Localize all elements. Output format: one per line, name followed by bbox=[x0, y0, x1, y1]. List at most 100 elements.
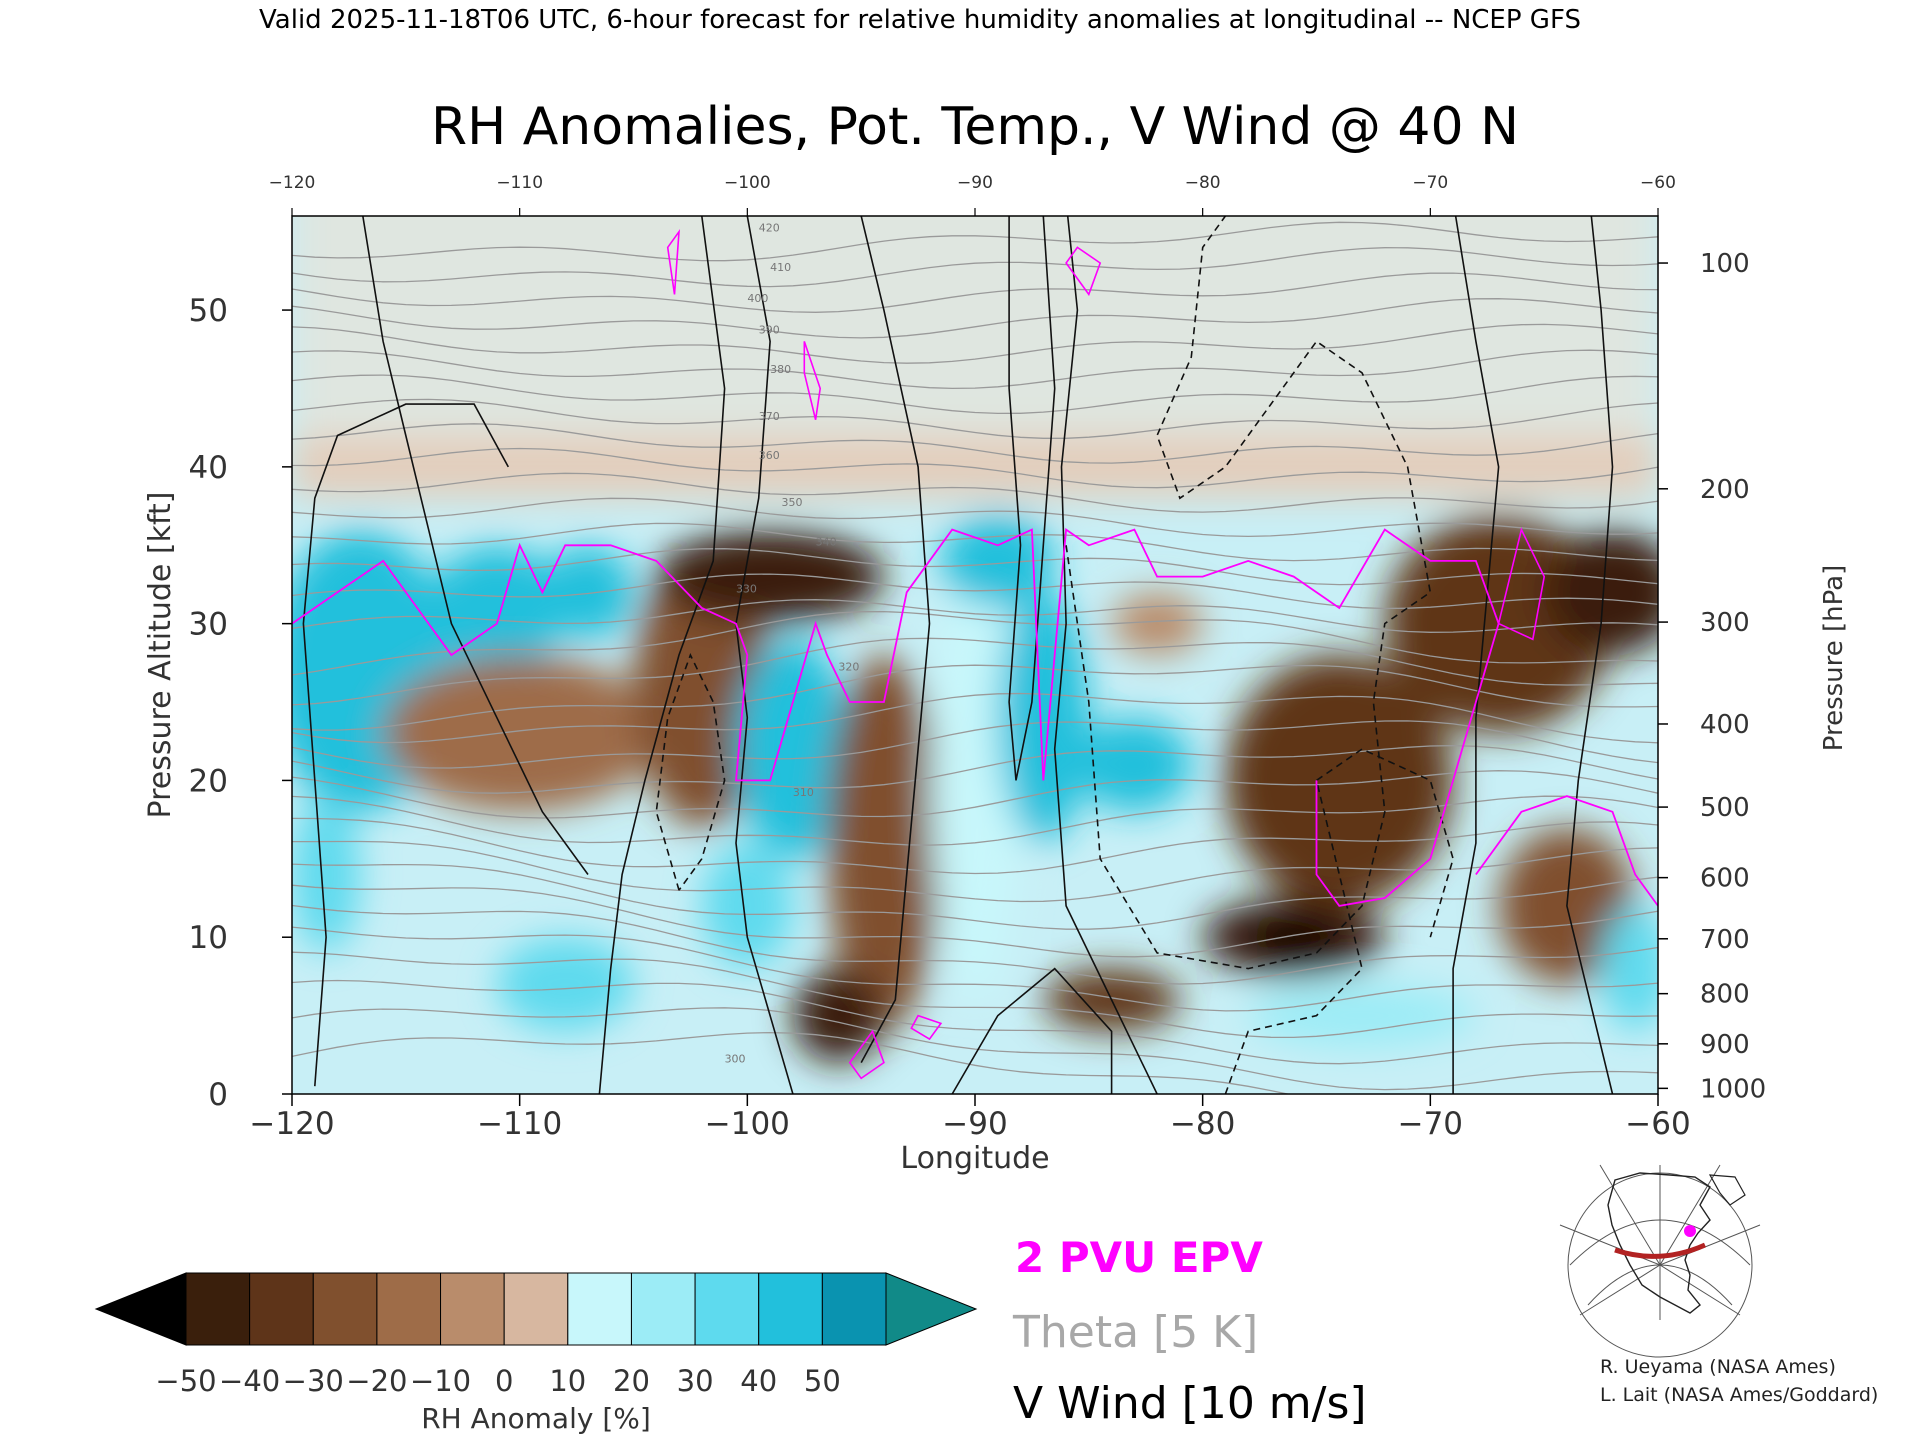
rh-anomaly-blob bbox=[383, 655, 657, 812]
v-wind-contour bbox=[1566, 216, 1614, 1094]
colorbar-swatch bbox=[821, 1272, 887, 1346]
theta-contour bbox=[292, 904, 1658, 985]
theta-contour bbox=[292, 221, 1658, 262]
pressure-tick-label: 100 bbox=[1700, 249, 1750, 279]
rh-anomaly-blob bbox=[292, 796, 361, 953]
colorbar-tick-label: 0 bbox=[495, 1364, 513, 1398]
valid-time-header: Valid 2025-11-18T06 UTC, 6-hour forecast… bbox=[259, 5, 1581, 35]
theta-contour bbox=[292, 884, 1658, 958]
rh-anomaly-blob bbox=[656, 529, 884, 624]
y-axis-label: Pressure Altitude [kft] bbox=[143, 492, 178, 819]
pressure-tick-label: 300 bbox=[1700, 608, 1750, 638]
legend-epv: 2 PVU EPV bbox=[1015, 1233, 1263, 1282]
x-axis-label: Longitude bbox=[900, 1141, 1049, 1176]
rh-anomaly-blob bbox=[1601, 905, 1658, 1032]
epv-contour-island bbox=[848, 1029, 885, 1080]
v-wind-contour-negative bbox=[655, 652, 726, 891]
rh-anomaly-blob bbox=[940, 513, 1055, 608]
v-wind-contour bbox=[1053, 216, 1158, 1094]
theta-contour-label: 320 bbox=[838, 661, 859, 674]
legend-vwind: V Wind [10 m/s] bbox=[1013, 1378, 1367, 1429]
pressure-tick-label: 600 bbox=[1700, 864, 1750, 894]
colorbar-tick-label: 50 bbox=[804, 1364, 841, 1398]
rh-anomaly-blob bbox=[997, 592, 1089, 844]
v-wind-contour bbox=[860, 216, 931, 1063]
theta-contour bbox=[292, 423, 1658, 464]
v-wind-contour bbox=[362, 216, 589, 875]
theta-contour bbox=[292, 599, 1658, 633]
theta-contour-labels: 300 310 320 330 340 350 360 370 380 390 400 410 420 bbox=[725, 222, 860, 1066]
theta-contour-label: 420 bbox=[759, 222, 780, 235]
rh-anomaly-blob bbox=[1225, 655, 1454, 906]
theta-contour bbox=[292, 374, 1658, 415]
y-tick-label: 40 bbox=[189, 450, 228, 486]
epv-contour-island bbox=[803, 341, 822, 420]
cross-section-line bbox=[1614, 1242, 1707, 1259]
theta-contour-label: 330 bbox=[736, 582, 757, 595]
inset-locator-map bbox=[1559, 1164, 1761, 1358]
epv-contour-island bbox=[910, 1014, 943, 1041]
rh-colorbar: −50 −40 −30 −20 −10 0 10 20 30 40 50 bbox=[94, 1272, 978, 1398]
colorbar-swatch bbox=[503, 1272, 569, 1346]
pressure-axis-label: Pressure [hPa] bbox=[1819, 565, 1849, 752]
top-tick-label: −60 bbox=[1640, 173, 1676, 193]
theta-contour bbox=[292, 548, 1658, 586]
theta-contour-label: 340 bbox=[816, 535, 837, 548]
theta-contour bbox=[292, 840, 1658, 903]
theta-contour bbox=[292, 1007, 1658, 1091]
pressure-tick-label: 700 bbox=[1700, 925, 1750, 955]
v-wind-contour bbox=[1008, 216, 1056, 781]
theta-contour bbox=[292, 664, 1658, 731]
x-tick-label: −90 bbox=[942, 1106, 1007, 1142]
x-axis: −120 −110 −100 −90 −80 −70 −60 bbox=[249, 1094, 1691, 1142]
y-axis: 0 10 20 30 40 50 bbox=[189, 293, 292, 1113]
theta-contour bbox=[292, 817, 1658, 875]
theta-contour bbox=[292, 298, 1658, 339]
x-tick-label: −120 bbox=[249, 1106, 334, 1142]
pressure-tick-label: 500 bbox=[1700, 793, 1750, 823]
theta-contour-label: 400 bbox=[747, 292, 768, 305]
theta-contour-label: 380 bbox=[770, 363, 791, 376]
rh-anomaly-blob bbox=[1544, 529, 1658, 655]
y-tick-label: 20 bbox=[189, 763, 228, 799]
epv-contour-main bbox=[292, 527, 1500, 907]
theta-contour bbox=[292, 323, 1658, 364]
rh-anomaly-blob bbox=[542, 545, 634, 640]
v-wind-contour bbox=[735, 216, 794, 1094]
epv-2pvu-contour bbox=[292, 228, 1658, 1080]
colorbar-swatch bbox=[630, 1272, 696, 1346]
rh-anomaly-blob bbox=[1077, 717, 1192, 812]
rh-anomaly-blob bbox=[496, 937, 634, 1032]
theta-contour bbox=[292, 349, 1658, 390]
pressure-tick-label: 400 bbox=[1700, 710, 1750, 740]
pressure-axis: 100 200 300 400 500 600 700 800 900 1000 bbox=[1658, 249, 1766, 1104]
theta-contours bbox=[292, 221, 1658, 1094]
v-wind-contour bbox=[1452, 216, 1500, 1094]
y-tick-label: 0 bbox=[208, 1077, 228, 1113]
colorbar-tick-label: −10 bbox=[410, 1364, 471, 1398]
rh-anomaly-blob bbox=[428, 545, 566, 671]
top-longitude-axis: −120 −110 −100 −90 −80 −70 −60 bbox=[269, 173, 1676, 216]
legend-theta: Theta [5 K] bbox=[1012, 1307, 1258, 1358]
pressure-tick-label: 1000 bbox=[1700, 1074, 1766, 1104]
theta-contour bbox=[292, 770, 1658, 819]
x-tick-label: −100 bbox=[705, 1106, 790, 1142]
top-tick-label: −100 bbox=[724, 173, 771, 193]
pressure-tick-label: 200 bbox=[1700, 475, 1750, 505]
theta-contour-label: 390 bbox=[759, 324, 780, 337]
v-wind-contour-negative bbox=[1065, 216, 1432, 970]
theta-contour bbox=[292, 951, 1658, 1039]
theta-contour bbox=[292, 979, 1658, 1065]
theta-contour bbox=[292, 472, 1658, 513]
rh-anomaly-blob bbox=[1248, 918, 1340, 957]
colorbar-swatch bbox=[185, 1272, 251, 1346]
rh-anomaly-blob bbox=[1248, 984, 1476, 1047]
colorbar-over-triangle bbox=[885, 1272, 978, 1346]
x-tick-label: −70 bbox=[1398, 1106, 1463, 1142]
rh-anomaly-blob bbox=[929, 560, 1021, 1000]
colorbar-swatch bbox=[758, 1272, 823, 1346]
theta-contour bbox=[292, 720, 1658, 769]
colorbar-swatch bbox=[694, 1272, 760, 1346]
colorbar-tick-label: −40 bbox=[219, 1364, 280, 1398]
